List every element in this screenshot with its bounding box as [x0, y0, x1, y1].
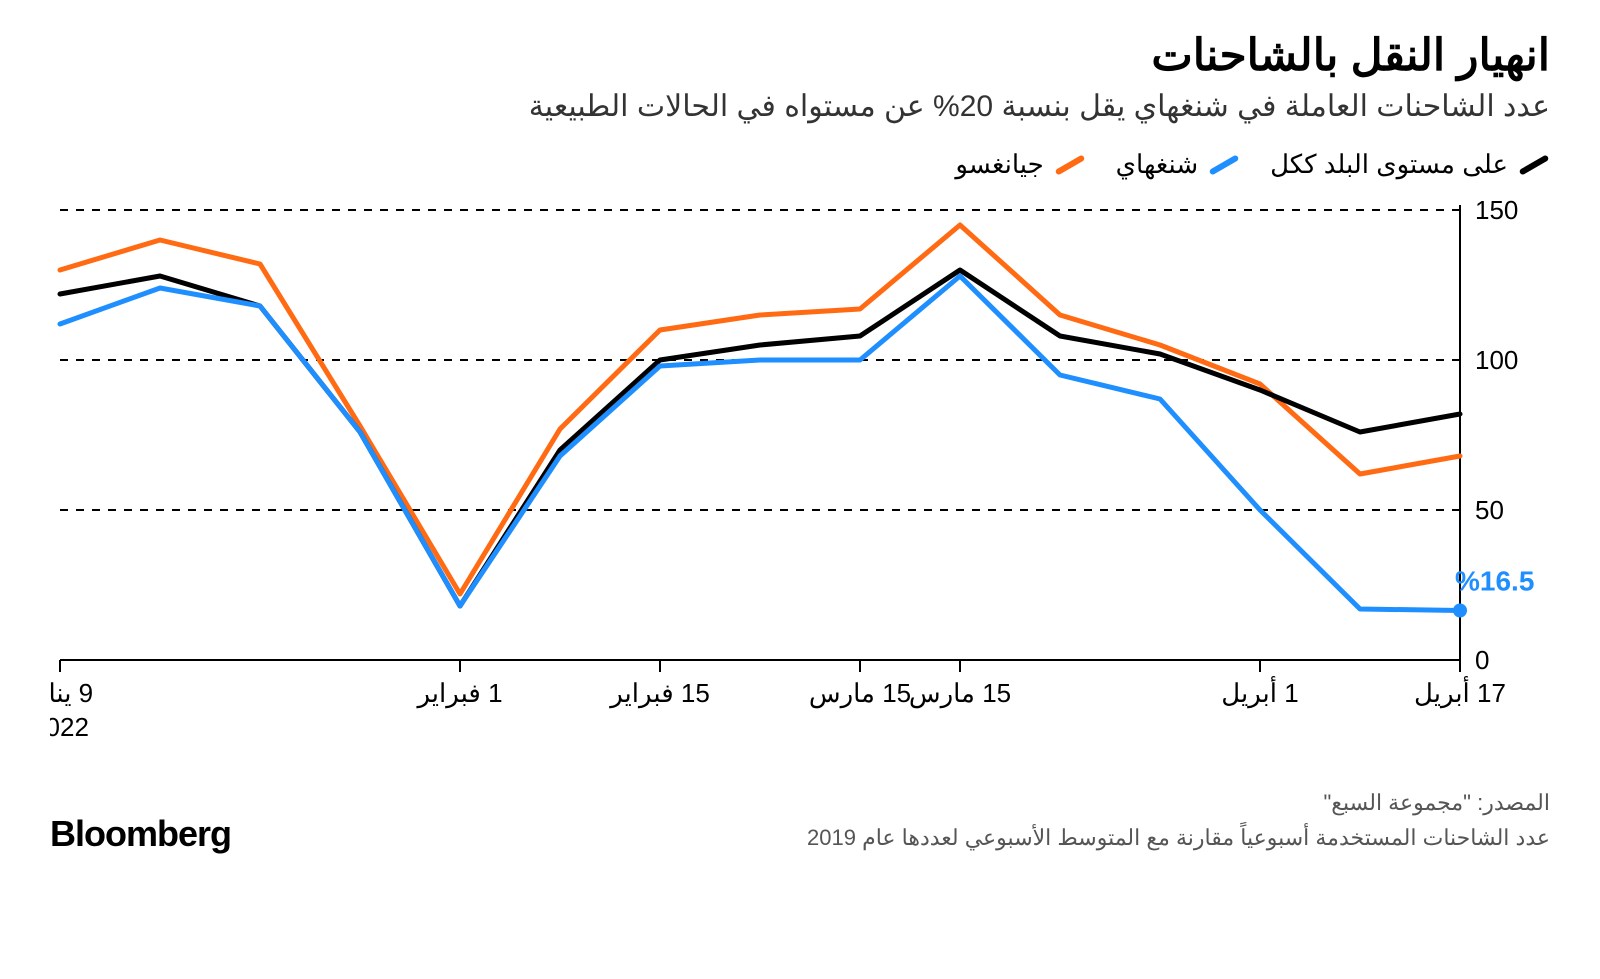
legend-item: جيانغسو — [955, 149, 1085, 180]
svg-text:100: 100 — [1475, 345, 1518, 375]
svg-text:1 أبريل: 1 أبريل — [1221, 675, 1298, 709]
brand-logo: Bloomberg — [50, 813, 231, 855]
svg-text:1 فبراير: 1 فبراير — [415, 678, 502, 709]
chart-legend: على مستوى البلد ككل شنغهاي جيانغسو — [50, 149, 1550, 180]
legend-item: على مستوى البلد ككل — [1270, 149, 1550, 180]
line-chart: 0 50 100 150 %16.5 9 يناير2022 1 فبراير 15 فبرا… — [50, 200, 1550, 750]
note-line: عدد الشاحنات المستخدمة أسبوعياً مقارنة م… — [807, 820, 1550, 855]
chart-title: انهيار النقل بالشاحنات — [50, 30, 1550, 81]
legend-swatch — [1519, 154, 1550, 175]
chart-footnotes: المصدر: "مجموعة السبع" عدد الشاحنات المس… — [807, 785, 1550, 855]
svg-text:17 أبريل: 17 أبريل — [1414, 675, 1506, 709]
svg-text:9 يناير: 9 يناير — [50, 678, 93, 709]
svg-text:15 مارس: 15 مارس — [909, 678, 1011, 709]
svg-text:%16.5: %16.5 — [1455, 566, 1534, 597]
chart-area: 0 50 100 150 %16.5 9 يناير2022 1 فبراير 15 فبرا… — [50, 200, 1550, 750]
legend-swatch — [1054, 154, 1085, 175]
svg-text:2022: 2022 — [50, 712, 89, 742]
svg-text:15 فبراير: 15 فبراير — [608, 678, 710, 709]
svg-text:150: 150 — [1475, 200, 1518, 225]
legend-label: جيانغسو — [955, 149, 1043, 180]
legend-label: على مستوى البلد ككل — [1270, 149, 1508, 180]
chart-subtitle: عدد الشاحنات العاملة في شنغهاي يقل بنسبة… — [50, 89, 1550, 124]
source-line: المصدر: "مجموعة السبع" — [807, 785, 1550, 820]
legend-swatch — [1209, 154, 1240, 175]
legend-label: شنغهاي — [1116, 149, 1198, 180]
legend-item: شنغهاي — [1116, 149, 1240, 180]
svg-text:50: 50 — [1475, 495, 1504, 525]
svg-text:0: 0 — [1475, 645, 1489, 675]
svg-text:15 مارس: 15 مارس — [809, 678, 911, 709]
